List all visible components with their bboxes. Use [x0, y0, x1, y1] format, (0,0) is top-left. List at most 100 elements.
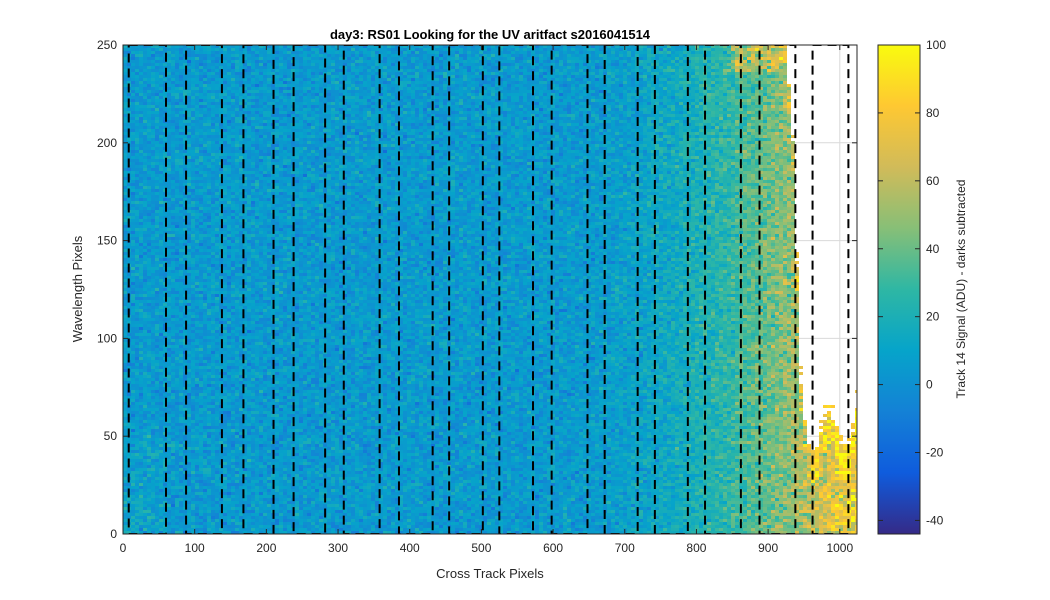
heatmap-cell: [143, 519, 147, 522]
heatmap-cell: [123, 447, 127, 450]
heatmap-cell: [155, 474, 159, 477]
heatmap-cell: [155, 498, 159, 501]
heatmap-cell: [191, 438, 195, 441]
heatmap-cell: [131, 327, 135, 330]
heatmap-cell: [163, 378, 167, 381]
heatmap-cell: [171, 504, 175, 507]
heatmap-cell: [139, 276, 143, 279]
heatmap-cell: [139, 240, 143, 243]
heatmap-cell: [195, 327, 199, 330]
heatmap-cell: [187, 108, 191, 111]
heatmap-cell: [231, 324, 235, 327]
heatmap-cell: [227, 504, 231, 507]
heatmap-cell: [167, 189, 171, 192]
heatmap-cell: [167, 465, 171, 468]
heatmap-cell: [187, 468, 191, 471]
heatmap-cell: [203, 162, 207, 165]
heatmap-cell: [171, 351, 175, 354]
heatmap-cell: [139, 54, 143, 57]
heatmap-cell: [215, 162, 219, 165]
heatmap-cell: [159, 372, 163, 375]
heatmap-cell: [139, 168, 143, 171]
heatmap-cell: [143, 354, 147, 357]
heatmap-cell: [203, 69, 207, 72]
heatmap-cell: [231, 432, 235, 435]
heatmap-cell: [147, 258, 151, 261]
heatmap-cell: [155, 387, 159, 390]
heatmap-cell: [147, 405, 151, 408]
heatmap-cell: [235, 381, 239, 384]
heatmap-cell: [179, 399, 183, 402]
heatmap-cell: [175, 48, 179, 51]
heatmap-cell: [155, 165, 159, 168]
heatmap-cell: [231, 519, 235, 522]
heatmap-cell: [159, 288, 163, 291]
heatmap-cell: [151, 81, 155, 84]
heatmap-cell: [195, 129, 199, 132]
heatmap-cell: [159, 132, 163, 135]
heatmap-cell: [215, 381, 219, 384]
heatmap-cell: [131, 72, 135, 75]
heatmap-cell: [239, 192, 243, 195]
heatmap-cell: [223, 324, 227, 327]
heatmap-cell: [187, 192, 191, 195]
heatmap-cell: [131, 252, 135, 255]
heatmap-cell: [235, 420, 239, 423]
heatmap-cell: [223, 399, 227, 402]
heatmap-cell: [207, 288, 211, 291]
heatmap-cell: [155, 219, 159, 222]
heatmap-cell: [167, 141, 171, 144]
heatmap-cell: [199, 459, 203, 462]
heatmap-cell: [171, 387, 175, 390]
heatmap-cell: [123, 309, 127, 312]
heatmap-cell: [151, 468, 155, 471]
heatmap-cell: [227, 165, 231, 168]
heatmap-cell: [123, 333, 127, 336]
heatmap-cell: [147, 282, 151, 285]
heatmap-cell: [183, 90, 187, 93]
heatmap-cell: [171, 378, 175, 381]
heatmap-cell: [123, 528, 127, 531]
heatmap-cell: [123, 405, 127, 408]
heatmap-cell: [187, 321, 191, 324]
heatmap-cell: [147, 339, 151, 342]
heatmap-cell: [239, 510, 243, 513]
heatmap-cell: [227, 210, 231, 213]
heatmap-cell: [207, 48, 211, 51]
heatmap-cell: [123, 276, 127, 279]
heatmap-cell: [195, 441, 199, 444]
heatmap-cell: [131, 204, 135, 207]
heatmap-cell: [239, 471, 243, 474]
heatmap-cell: [243, 168, 247, 171]
heatmap-cell: [211, 387, 215, 390]
heatmap-cell: [231, 258, 235, 261]
heatmap-cell: [223, 396, 227, 399]
heatmap-cell: [207, 291, 211, 294]
heatmap-cell: [199, 225, 203, 228]
heatmap-cell: [143, 372, 147, 375]
heatmap-cell: [179, 135, 183, 138]
heatmap-cell: [207, 255, 211, 258]
heatmap-cell: [175, 93, 179, 96]
heatmap-cell: [215, 204, 219, 207]
heatmap-cell: [231, 144, 235, 147]
heatmap-cell: [215, 78, 219, 81]
heatmap-cell: [143, 357, 147, 360]
heatmap-cell: [195, 315, 199, 318]
heatmap-cell: [227, 402, 231, 405]
heatmap-cell: [171, 126, 175, 129]
heatmap-cell: [155, 420, 159, 423]
heatmap-cell: [211, 507, 215, 510]
heatmap-cell: [143, 141, 147, 144]
heatmap-cell: [187, 483, 191, 486]
heatmap-cell: [167, 138, 171, 141]
heatmap-cell: [179, 336, 183, 339]
heatmap-cell: [123, 222, 127, 225]
heatmap-cell: [187, 159, 191, 162]
heatmap-cell: [139, 480, 143, 483]
heatmap-cell: [187, 375, 191, 378]
heatmap-cell: [203, 324, 207, 327]
heatmap-cell: [159, 144, 163, 147]
heatmap-cell: [147, 471, 151, 474]
heatmap-cell: [143, 408, 147, 411]
